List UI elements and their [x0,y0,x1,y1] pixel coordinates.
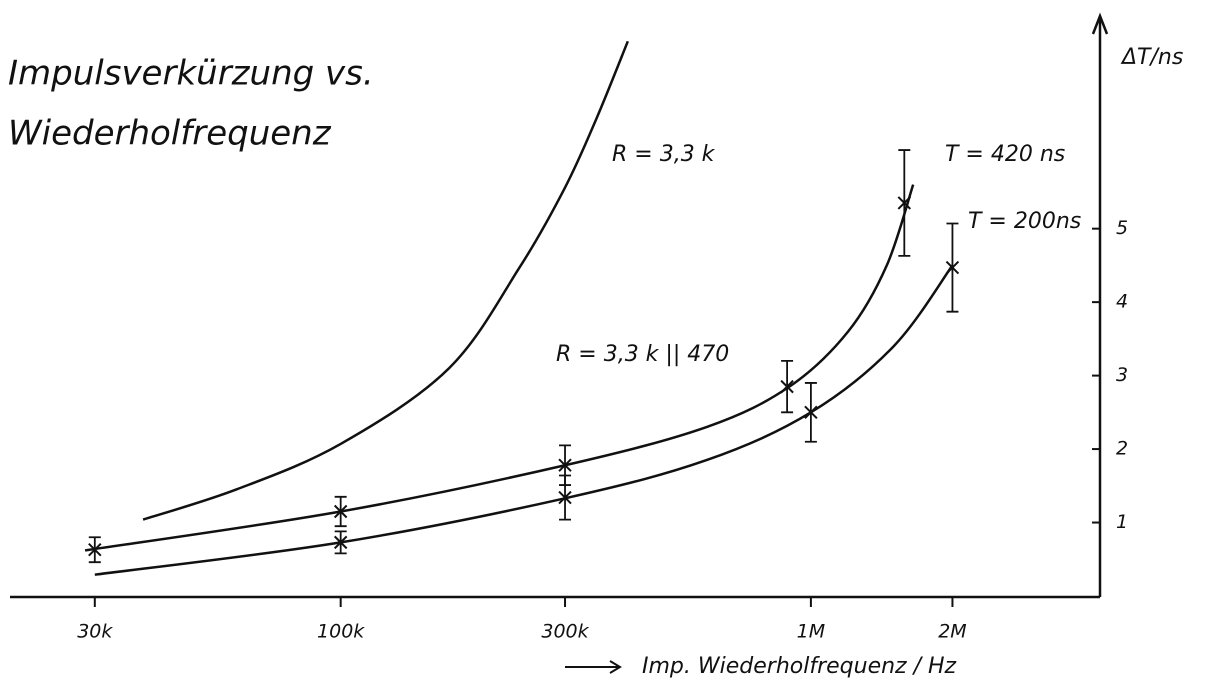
x-axis-label: Imp. Wiederholfrequenz / Hz [642,654,957,679]
x-tick-label: 300k [541,621,589,643]
chart-title: Wiederholfrequenz [8,114,332,154]
x-tick-label: 2M [938,621,966,643]
curve [84,184,915,552]
x-label-arrow [565,660,622,674]
chart-title: Impulsverkürzung vs. [8,54,374,94]
curve [142,40,629,521]
point [804,405,818,420]
point [88,543,102,557]
axes [10,12,1109,599]
point [333,504,348,519]
x-tick-label: 100k [317,621,365,643]
y-tick-label: 3 [1116,364,1128,386]
series-label: T = 420 ns [945,142,1065,167]
x-tick-label: 1M [797,621,825,643]
y-axis-label: ΔT/ns [1120,45,1183,70]
point [780,379,794,394]
annotation: R = 3,3 k || 470 [556,342,729,367]
y-tick-label: 5 [1116,217,1128,239]
point [333,535,348,550]
point [558,458,572,472]
x-tick-label: 30k [77,621,113,643]
point [945,260,960,275]
y-tick-label: 1 [1116,511,1128,533]
annotation: R = 3,3 k [612,142,716,167]
y-tick-label: 2 [1116,438,1128,460]
curve [94,264,954,576]
point [897,196,912,210]
y-tick-label: 4 [1116,291,1128,313]
series-label: T = 200ns [968,209,1081,234]
point [558,490,572,505]
